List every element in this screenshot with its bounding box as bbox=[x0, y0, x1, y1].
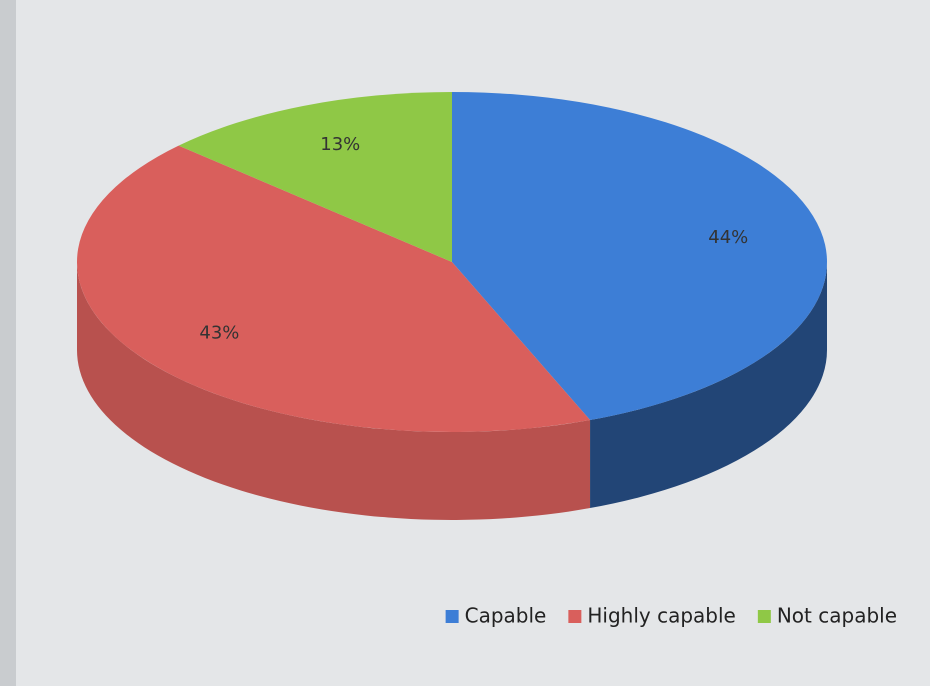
pie-slice bbox=[452, 92, 827, 421]
pie-slice bbox=[76, 145, 591, 432]
data-label: 13% bbox=[320, 134, 360, 155]
data-label: 43% bbox=[199, 323, 239, 344]
pie-slice-side bbox=[590, 262, 827, 509]
pie-slice-side bbox=[77, 262, 591, 520]
page-edge bbox=[0, 0, 16, 686]
legend-label: Highly capable bbox=[587, 604, 735, 628]
legend-label: Capable bbox=[465, 604, 547, 628]
legend-label: Not capable bbox=[777, 604, 897, 628]
legend-swatch bbox=[445, 610, 459, 623]
pie-slice bbox=[178, 92, 452, 262]
legend-swatch bbox=[757, 610, 771, 623]
data-label: 44% bbox=[708, 227, 748, 248]
legend-swatch bbox=[568, 610, 582, 623]
